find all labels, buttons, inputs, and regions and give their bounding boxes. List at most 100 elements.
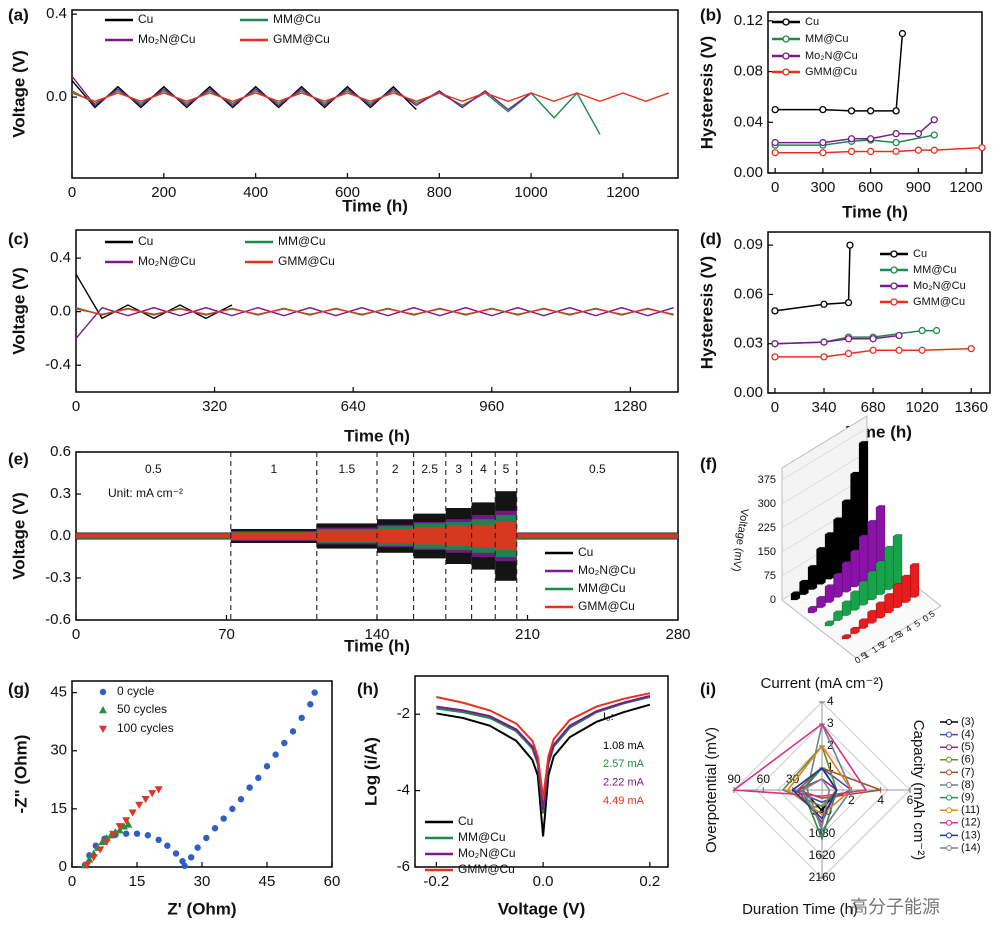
x-tick-label: 210	[515, 626, 540, 643]
y-tick-label: 0.03	[734, 335, 763, 352]
x-tick-label: 280	[665, 626, 690, 643]
x-tick-label: 0	[72, 626, 80, 643]
legend-marker	[946, 807, 952, 814]
bar	[841, 561, 852, 593]
series-line	[71, 75, 532, 111]
x-tick-label: 140	[364, 626, 389, 643]
z-tick-label: 375	[758, 474, 776, 486]
x-tick-label: 60	[324, 873, 341, 890]
scatter-point	[89, 854, 98, 862]
data-point	[895, 331, 903, 340]
scatter-point	[99, 706, 107, 714]
x-tick-label: -0.2	[423, 873, 449, 890]
legend-label: MM@Cu	[273, 12, 321, 26]
y-tick-label: -0.6	[45, 611, 71, 628]
legend-marker	[782, 18, 790, 26]
bar	[892, 534, 903, 585]
y-tick-label: 0.12	[734, 12, 763, 29]
legend-label: GMM@Cu	[273, 32, 330, 46]
current-density-label: 0.5	[145, 462, 162, 476]
legend-label: Mo₂N@Cu	[578, 563, 636, 577]
y-axis-label: Voltage (V)	[9, 267, 28, 355]
x-tick-label: 400	[243, 184, 268, 201]
bar	[807, 605, 818, 614]
data-point	[866, 147, 875, 156]
data-point	[819, 149, 827, 157]
x-tick-label: 30	[194, 873, 211, 890]
bar	[824, 532, 835, 580]
legend-label: GMM@Cu	[278, 254, 335, 268]
radar-tick-label: 2	[848, 793, 855, 807]
i0-title: I₀:	[603, 711, 614, 723]
y-tick-label: -6	[397, 858, 410, 875]
data-point	[866, 135, 875, 143]
x-tick-label: 0	[72, 398, 80, 415]
voltage-band	[377, 529, 414, 543]
i0-label: 2.22 mA	[603, 777, 645, 789]
scatter-point	[124, 820, 133, 828]
legend-label: Mo₂N@Cu	[138, 32, 196, 46]
scatter-point	[144, 832, 152, 839]
z-tick-label: 225	[758, 522, 776, 534]
scatter-point	[237, 795, 245, 803]
legend-label: MM@Cu	[805, 33, 849, 45]
x-tick-label: 0.0	[533, 873, 554, 890]
x-tick-label: 70	[218, 626, 235, 643]
legend-label: (3)	[961, 716, 974, 728]
legend-marker	[946, 845, 952, 851]
scatter-point	[307, 701, 314, 708]
radar-tick-label: 2160	[809, 870, 836, 884]
x-tick-label: 1200	[949, 179, 982, 196]
legend-label: MM@Cu	[278, 234, 326, 248]
plot-frame	[71, 680, 333, 868]
legend-label: MM@Cu	[458, 830, 506, 844]
bar	[858, 534, 869, 583]
bar	[816, 546, 826, 585]
y-axis-label: Log (i/A)	[361, 737, 380, 806]
data-point	[895, 346, 903, 354]
legend-marker	[946, 719, 952, 725]
radar-tick-label: 4	[877, 793, 884, 807]
panel-label: (g)	[8, 679, 30, 698]
legend-label: GMM@Cu	[805, 66, 857, 78]
legend-label: Mo₂N@Cu	[138, 254, 196, 268]
x-axis-label: Time (h)	[344, 426, 410, 445]
data-point	[866, 107, 875, 115]
x-tick-label: 340	[811, 399, 836, 416]
bar	[884, 593, 894, 614]
i0-label: 4.49 mA	[603, 795, 645, 807]
z-tick-label: 0	[770, 594, 776, 606]
bar	[875, 560, 886, 596]
legend-marker	[782, 52, 790, 60]
bar	[824, 620, 835, 627]
data-point	[914, 130, 923, 138]
series-line	[775, 33, 904, 112]
current-density-label: 0.5	[589, 462, 606, 476]
scatter-point	[246, 784, 253, 791]
scatter-point	[172, 850, 180, 857]
legend-label: GMM@Cu	[578, 599, 635, 613]
data-point	[892, 107, 900, 115]
voltage-band	[230, 532, 317, 540]
x-tick-label: 200	[151, 184, 176, 201]
bar	[909, 563, 920, 598]
legend-label: GMM@Cu	[458, 862, 515, 876]
legend-marker	[946, 756, 952, 763]
legend-marker	[946, 769, 952, 776]
plot-frame	[414, 675, 669, 868]
legend-label: (9)	[961, 792, 974, 804]
legend-marker	[946, 744, 952, 751]
radar-tick-label: 1080	[809, 826, 836, 840]
voltage-band	[495, 522, 517, 550]
radar-tick-label: 6	[907, 793, 914, 807]
scatter-point	[135, 801, 144, 809]
radar-polygon	[806, 721, 853, 833]
x-tick-label: 960	[479, 398, 504, 415]
y-axis-label: Voltage (V)	[9, 492, 28, 580]
watermark: 高分子能源	[850, 897, 940, 917]
data-point	[930, 131, 938, 139]
scatter-point	[148, 790, 157, 798]
y-tick-label: 0.4	[50, 249, 71, 266]
x-axis-label: Time (h)	[344, 636, 410, 655]
legend-marker	[890, 250, 898, 258]
